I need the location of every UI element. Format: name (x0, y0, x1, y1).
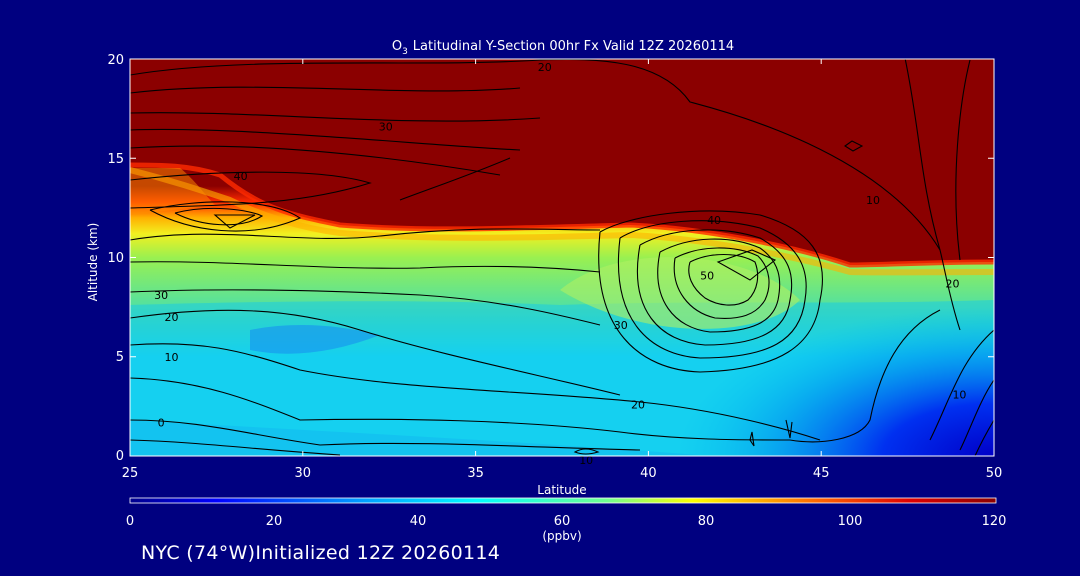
colorbar-tick-label: 80 (698, 514, 715, 529)
colorbar-tick-label: 60 (554, 514, 571, 529)
colorbar-tick-label: 120 (982, 514, 1007, 529)
contour-label: 10 (866, 194, 880, 207)
colorbar-tick-label: 100 (838, 514, 863, 529)
y-tick-label: 20 (107, 53, 124, 68)
colorbar-tick-label: 20 (266, 514, 283, 529)
contour-label: 30 (154, 289, 168, 302)
colorbar-unit-label: (ppbv) (542, 529, 581, 543)
y-axis: 0 5 10 15 20 (107, 53, 124, 464)
contour-label: 20 (164, 311, 178, 324)
x-tick-label: 45 (813, 466, 830, 481)
chart-title-subscript: 3 (402, 47, 408, 57)
plot-frame (129, 58, 995, 457)
contour-label: 10 (579, 454, 593, 467)
contour-label: 40 (707, 214, 721, 227)
y-tick-label: 5 (116, 350, 124, 365)
chart-title-species: O (392, 39, 402, 54)
y-tick-label: 15 (107, 152, 124, 167)
contour-label: 20 (538, 61, 552, 74)
colorbar (129, 497, 997, 504)
x-tick-label: 30 (295, 466, 312, 481)
x-tick-label: 40 (640, 466, 657, 481)
contour-label: 40 (234, 170, 248, 183)
contour-label: 0 (158, 416, 165, 429)
contour-label: 30 (614, 319, 628, 332)
x-axis: 25 30 35 40 45 50 (122, 466, 1003, 481)
colorbar-ticks: 0 20 40 60 80 100 120 (126, 514, 1007, 529)
contour-labels: 0 10 20 30 40 30 20 40 50 30 20 10 20 10 10 (154, 61, 966, 467)
x-tick-label: 35 (467, 466, 484, 481)
ozone-contour-lines (130, 59, 994, 456)
ozone-concentration-field (130, 59, 994, 456)
contour-label: 50 (700, 269, 714, 282)
colorbar-gradient (130, 498, 996, 503)
x-tick-label: 25 (122, 466, 139, 481)
x-axis-label: Latitude (537, 483, 586, 497)
footer-caption: NYC (74°W)Initialized 12Z 20260114 (141, 542, 501, 564)
chart-title-text: Latitudinal Y-Section 00hr Fx Valid 12Z … (413, 39, 734, 54)
y-tick-label: 10 (107, 251, 124, 266)
contour-label: 20 (631, 398, 645, 411)
contour-label: 30 (379, 120, 393, 133)
y-tick-label: 0 (116, 449, 124, 464)
y-axis-label: Altitude (km) (86, 223, 100, 302)
chart-title: O3 Latitudinal Y-Section 00hr Fx Valid 12… (392, 39, 734, 57)
colorbar-tick-label: 40 (410, 514, 427, 529)
colorbar-tick-label: 0 (126, 514, 134, 529)
contour-label: 10 (164, 351, 178, 364)
contour-label: 20 (946, 277, 960, 290)
x-tick-label: 50 (986, 466, 1003, 481)
contour-label: 10 (952, 388, 966, 401)
